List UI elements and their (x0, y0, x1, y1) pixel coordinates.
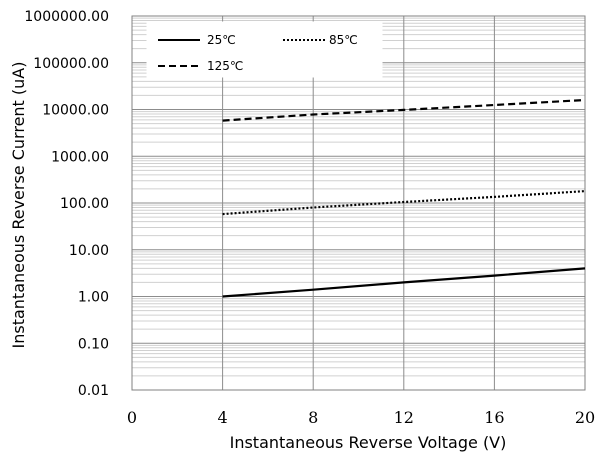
y-tick-label: 100000.00 (33, 56, 109, 72)
x-tick-label: 20 (575, 408, 595, 427)
x-tick-label: 16 (484, 408, 504, 427)
y-tick-label: 0.01 (78, 383, 109, 399)
plot-area-border (131, 15, 586, 391)
x-tick-labels: 0 4 8 12 16 20 (127, 408, 595, 427)
series-line-1 (222, 190, 586, 216)
y-tick-label: 1000.00 (51, 149, 109, 165)
x-tick-label: 8 (308, 408, 318, 427)
y-tick-label: 0.10 (78, 336, 109, 352)
legend-label-25c: 25℃ (207, 33, 236, 47)
legend-label-125c: 125℃ (207, 59, 243, 73)
y-tick-label: 1.00 (78, 290, 109, 306)
x-tick-label: 4 (218, 408, 228, 427)
series-line-2 (222, 98, 586, 122)
y-axis-label: Instantaneous Reverse Current (uA) (9, 62, 28, 349)
legend: 25℃ 85℃ 125℃ (146, 21, 383, 78)
x-tick-label: 12 (394, 408, 414, 427)
legend-label-85c: 85℃ (329, 33, 358, 47)
y-tick-label: 1000000.00 (24, 9, 109, 25)
y-tick-labels: 0.01 0.10 1.00 10.00 100.00 1000.00 10000.00 10… (24, 9, 109, 399)
legend-box (146, 21, 383, 78)
x-axis-label: Instantaneous Reverse Voltage (V) (230, 433, 507, 452)
y-tick-label: 100.00 (60, 196, 109, 212)
series-layer (222, 98, 586, 298)
x-tick-label: 0 (127, 408, 137, 427)
y-tick-label: 10.00 (69, 243, 109, 259)
series-line-0 (222, 267, 586, 298)
y-tick-label: 10000.00 (42, 103, 109, 119)
